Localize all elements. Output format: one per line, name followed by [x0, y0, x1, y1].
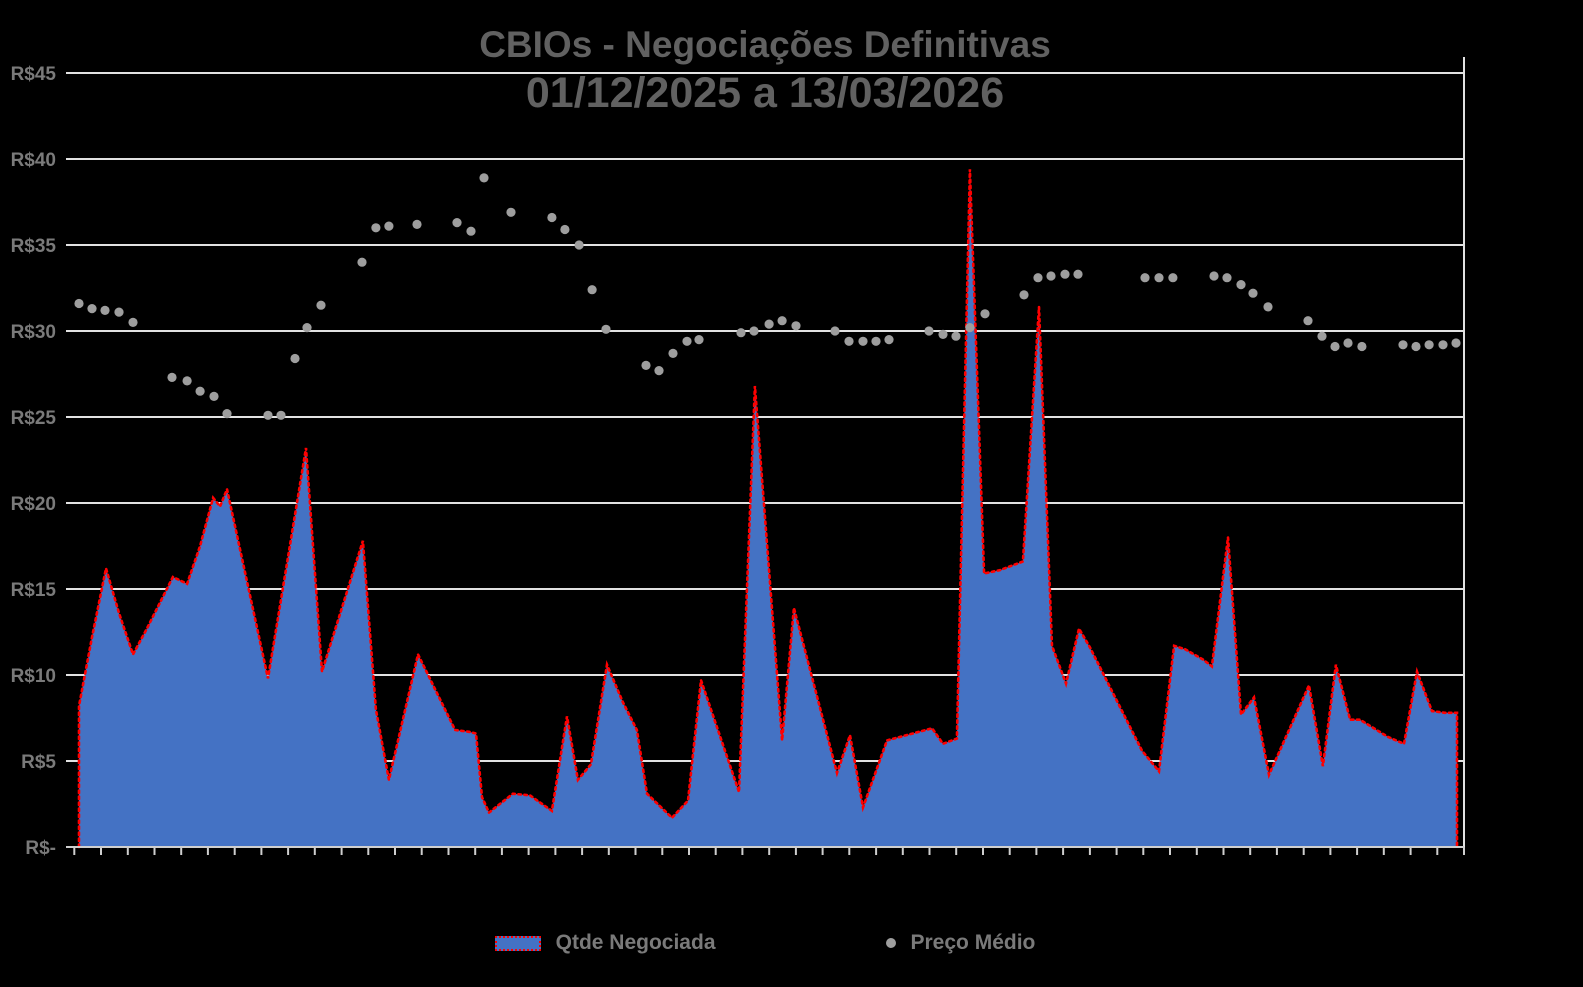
price-dot	[560, 224, 570, 235]
price-dot	[1140, 273, 1150, 283]
price-dot	[384, 221, 394, 231]
price-dot	[587, 285, 597, 295]
price-dot	[74, 298, 84, 309]
price-dot	[654, 366, 664, 376]
y-axis-label: R$25	[11, 408, 57, 429]
price-dot	[791, 321, 801, 331]
price-dot	[506, 207, 516, 217]
price-dot	[1317, 331, 1327, 341]
chart-title: CBIOs - Negociações Definitivas 01/12/20…	[66, 24, 1464, 118]
price-dot	[871, 336, 881, 346]
legend-label-preco-medio: Preço Médio	[910, 931, 1036, 954]
price-dot	[547, 212, 557, 223]
price-dot	[1343, 338, 1353, 348]
price-dot	[371, 223, 381, 233]
area-series-swatch-icon	[494, 935, 541, 951]
price-dot	[764, 319, 774, 329]
y-axis-label: R$20	[11, 494, 56, 515]
price-dot	[938, 329, 948, 339]
scatter-series-dot-icon	[885, 938, 896, 948]
price-dot	[100, 305, 110, 315]
price-dot	[1168, 273, 1178, 283]
price-dot	[574, 240, 584, 250]
price-dot	[1046, 271, 1056, 281]
price-dot	[1451, 338, 1461, 348]
legend-label-qtde-negociada: Qtde Negociada	[555, 931, 716, 954]
price-dot	[668, 348, 678, 358]
chart-title-line1: CBIOs - Negociações Definitivas	[479, 24, 1051, 65]
y-axis-label: R$-	[25, 838, 56, 859]
chart-legend: Qtde Negociada Preço Médio	[66, 931, 1464, 955]
price-dot	[290, 353, 300, 364]
price-dot	[1248, 288, 1258, 298]
price-dot	[749, 326, 759, 336]
chart-title-line2: 01/12/2025 a 13/03/2026	[525, 69, 1005, 117]
y-axis-label: R$5	[21, 752, 56, 773]
price-dot	[694, 335, 704, 345]
price-dot	[1424, 340, 1434, 350]
price-dot	[167, 372, 177, 382]
price-dot	[412, 219, 422, 229]
price-dot	[1073, 269, 1083, 279]
price-dot	[276, 410, 286, 420]
price-dot	[1263, 302, 1273, 312]
price-dot	[641, 360, 651, 370]
price-dot	[466, 226, 476, 236]
area-series-border	[77, 169, 1459, 849]
price-dot	[682, 336, 692, 346]
price-dot	[1330, 341, 1340, 352]
price-dot	[980, 309, 990, 319]
price-dot	[884, 335, 894, 345]
price-dot	[924, 326, 934, 336]
price-dot	[1236, 280, 1246, 290]
price-dot	[302, 323, 312, 333]
price-dot	[452, 218, 462, 228]
price-dot	[1398, 340, 1408, 350]
price-dot	[858, 336, 868, 346]
price-dot	[830, 326, 840, 336]
price-dot	[316, 300, 326, 310]
price-dot	[182, 376, 192, 386]
price-dot	[844, 336, 854, 346]
price-dot	[1154, 273, 1164, 283]
price-dot	[736, 328, 746, 338]
legend-item-preco-medio: Preço Médio	[885, 931, 1036, 955]
y-axis-label: R$35	[11, 236, 57, 257]
price-dot	[777, 316, 787, 326]
price-dot	[1033, 273, 1043, 283]
area-series-qtde-negociada	[79, 169, 1457, 848]
price-dot	[128, 317, 138, 327]
y-axis-label: R$15	[11, 580, 57, 601]
y-axis-label: R$10	[11, 666, 56, 687]
y-axis-label: R$45	[11, 64, 57, 85]
price-dot	[195, 386, 205, 396]
price-dot	[263, 410, 273, 420]
price-dot	[1019, 290, 1029, 300]
price-dot	[114, 307, 124, 317]
y-axis-label: R$30	[11, 322, 56, 343]
y-axis-label: R$40	[11, 150, 56, 171]
price-dot	[1411, 341, 1421, 352]
price-dot	[1438, 340, 1448, 350]
price-dot	[1060, 269, 1070, 279]
price-dot	[1209, 271, 1219, 281]
price-dot	[1222, 273, 1232, 283]
price-dot	[1357, 341, 1367, 352]
price-dot	[87, 304, 97, 314]
price-dot	[357, 257, 367, 267]
price-dot	[1303, 316, 1313, 326]
price-dot	[951, 331, 961, 341]
price-dot	[222, 409, 232, 419]
price-dot	[601, 324, 611, 334]
price-dot	[209, 391, 219, 401]
legend-item-qtde-negociada: Qtde Negociada	[494, 931, 716, 955]
price-dot	[965, 323, 975, 333]
price-dot	[479, 173, 489, 183]
